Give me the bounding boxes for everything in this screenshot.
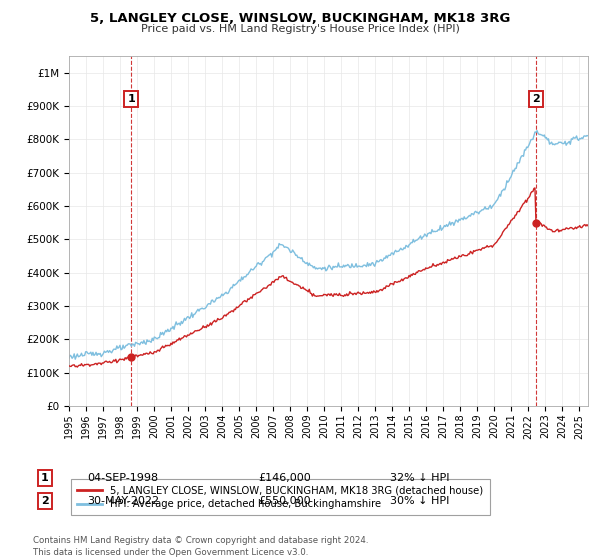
Text: 2: 2: [41, 496, 49, 506]
Text: 32% ↓ HPI: 32% ↓ HPI: [390, 473, 449, 483]
Text: 1: 1: [128, 94, 135, 104]
Text: 1: 1: [41, 473, 49, 483]
Legend: 5, LANGLEY CLOSE, WINSLOW, BUCKINGHAM, MK18 3RG (detached house), HPI: Average p: 5, LANGLEY CLOSE, WINSLOW, BUCKINGHAM, M…: [71, 479, 490, 515]
Text: 04-SEP-1998: 04-SEP-1998: [87, 473, 158, 483]
Text: 2: 2: [532, 94, 539, 104]
Text: Contains HM Land Registry data © Crown copyright and database right 2024.
This d: Contains HM Land Registry data © Crown c…: [33, 536, 368, 557]
Text: 30-MAY-2022: 30-MAY-2022: [87, 496, 159, 506]
Text: 5, LANGLEY CLOSE, WINSLOW, BUCKINGHAM, MK18 3RG: 5, LANGLEY CLOSE, WINSLOW, BUCKINGHAM, M…: [90, 12, 510, 25]
Text: £146,000: £146,000: [258, 473, 311, 483]
Text: 30% ↓ HPI: 30% ↓ HPI: [390, 496, 449, 506]
Text: £550,000: £550,000: [258, 496, 311, 506]
Text: Price paid vs. HM Land Registry's House Price Index (HPI): Price paid vs. HM Land Registry's House …: [140, 24, 460, 34]
